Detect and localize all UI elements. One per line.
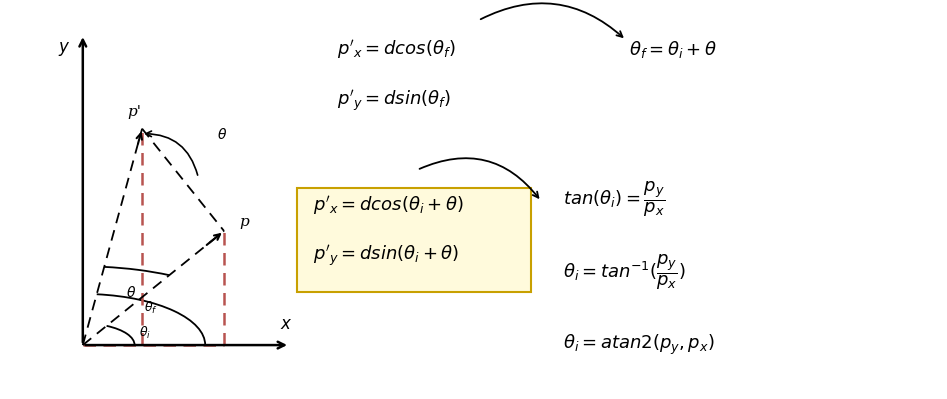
Text: $\theta$: $\theta$ [218, 127, 227, 142]
Text: $p'_y = dsin(\theta_i + \theta)$: $p'_y = dsin(\theta_i + \theta)$ [313, 244, 459, 269]
Text: p': p' [128, 105, 142, 119]
Text: $\theta_i$: $\theta_i$ [139, 325, 152, 341]
Text: x: x [280, 315, 290, 333]
Text: $\theta_i = tan^{-1}(\dfrac{p_y}{p_x})$: $\theta_i = tan^{-1}(\dfrac{p_y}{p_x})$ [563, 253, 686, 292]
Text: $\theta_f$: $\theta_f$ [144, 300, 158, 316]
Text: $p'_y = dsin(\theta_f)$: $p'_y = dsin(\theta_f)$ [337, 89, 451, 114]
Text: $\theta$: $\theta$ [126, 285, 136, 300]
Text: $tan(\theta_i) = \dfrac{p_y}{p_x}$: $tan(\theta_i) = \dfrac{p_y}{p_x}$ [563, 180, 665, 219]
Text: $p'_x = dcos(\theta_i + \theta)$: $p'_x = dcos(\theta_i + \theta)$ [313, 194, 464, 217]
Text: y: y [59, 38, 69, 56]
Text: $\theta_i = atan2(p_y, p_x)$: $\theta_i = atan2(p_y, p_x)$ [563, 333, 714, 357]
Text: $\theta_f = \theta_i + \theta$: $\theta_f = \theta_i + \theta$ [629, 40, 717, 61]
Text: $p'_x = dcos(\theta_f)$: $p'_x = dcos(\theta_f)$ [337, 38, 456, 61]
FancyBboxPatch shape [297, 188, 531, 292]
Text: p: p [239, 215, 249, 229]
